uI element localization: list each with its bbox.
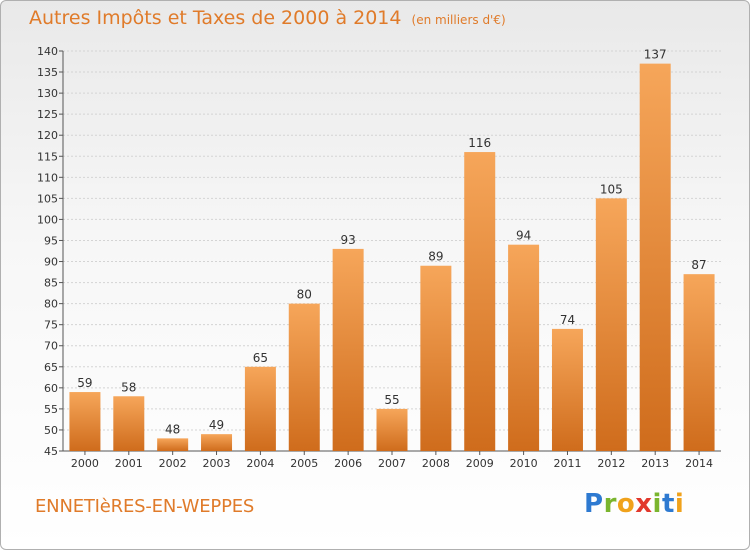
x-tick-label: 2004 — [246, 457, 274, 470]
y-tick-label: 130 — [37, 87, 58, 100]
bar-value-label: 89 — [428, 250, 443, 264]
chart-subtitle: (en milliers d'€) — [411, 13, 506, 27]
logo-letter: x — [635, 489, 653, 519]
y-tick-label: 85 — [44, 277, 58, 290]
logo-letter: i — [674, 489, 685, 519]
y-tick-label: 115 — [37, 150, 58, 163]
x-tick-label: 2001 — [115, 457, 143, 470]
bar — [464, 152, 496, 452]
bar — [551, 328, 583, 451]
bar-value-label: 58 — [121, 380, 136, 394]
bar-value-label: 74 — [560, 313, 575, 327]
x-tick-label: 2012 — [597, 457, 625, 470]
y-tick-label: 90 — [44, 256, 58, 269]
x-tick-label: 2000 — [71, 457, 99, 470]
x-tick-label: 2005 — [290, 457, 318, 470]
bar-value-label: 55 — [384, 393, 399, 407]
bar-value-label: 59 — [77, 376, 92, 390]
bar — [595, 198, 627, 451]
chart-title: Autres Impôts et Taxes de 2000 à 2014 (e… — [29, 7, 506, 29]
logo-letter: P — [584, 489, 604, 519]
bar — [113, 396, 145, 451]
y-tick-label: 100 — [37, 213, 58, 226]
x-tick-label: 2006 — [334, 457, 362, 470]
y-tick-label: 70 — [44, 340, 58, 353]
bar-value-label: 48 — [165, 422, 180, 436]
bar — [508, 244, 540, 451]
logo-letter: o — [616, 489, 636, 519]
y-tick-label: 45 — [44, 445, 58, 458]
x-tick-label: 2002 — [159, 457, 187, 470]
y-tick-label: 75 — [44, 319, 58, 332]
proxiti-logo: Proxiti — [584, 489, 684, 519]
logo-letter: i — [652, 489, 662, 519]
bar-value-label: 87 — [691, 258, 706, 272]
bar-value-label: 105 — [600, 182, 623, 196]
bar-value-label: 65 — [253, 351, 268, 365]
x-tick-label: 2008 — [422, 457, 450, 470]
bar — [201, 434, 233, 451]
bar-value-label: 93 — [340, 233, 355, 247]
y-tick-label: 50 — [44, 424, 58, 437]
x-tick-label: 2013 — [641, 457, 669, 470]
y-tick-label: 125 — [37, 108, 58, 121]
y-tick-label: 105 — [37, 192, 58, 205]
bar — [683, 274, 715, 451]
bar — [244, 366, 276, 451]
bar-value-label: 80 — [297, 288, 312, 302]
bar — [69, 392, 101, 451]
chart-title-text: Autres Impôts et Taxes de 2000 à 2014 — [29, 7, 402, 29]
bar — [420, 265, 452, 451]
y-tick-label: 120 — [37, 129, 58, 142]
y-tick-label: 140 — [37, 45, 58, 58]
bar — [332, 248, 364, 451]
commune-name: ENNETIèRES-EN-WEPPES — [35, 496, 255, 517]
x-tick-label: 2003 — [203, 457, 231, 470]
bar — [376, 408, 408, 451]
x-tick-label: 2011 — [553, 457, 581, 470]
bar-value-label: 116 — [468, 136, 491, 150]
y-tick-label: 65 — [44, 361, 58, 374]
bar — [288, 303, 320, 451]
bar-value-label: 94 — [516, 229, 531, 243]
bar — [639, 63, 671, 451]
y-tick-label: 95 — [44, 234, 58, 247]
bar-value-label: 49 — [209, 418, 224, 432]
x-tick-label: 2014 — [685, 457, 713, 470]
y-tick-label: 80 — [44, 298, 58, 311]
x-tick-label: 2009 — [466, 457, 494, 470]
bar — [157, 438, 189, 451]
bar-value-label: 137 — [644, 48, 667, 62]
y-tick-label: 55 — [44, 403, 58, 416]
logo-letter: t — [661, 489, 675, 519]
logo-letter: r — [603, 489, 617, 519]
y-tick-label: 110 — [37, 171, 58, 184]
x-tick-label: 2010 — [510, 457, 538, 470]
y-tick-label: 135 — [37, 66, 58, 79]
x-tick-label: 2007 — [378, 457, 406, 470]
y-tick-label: 60 — [44, 382, 58, 395]
